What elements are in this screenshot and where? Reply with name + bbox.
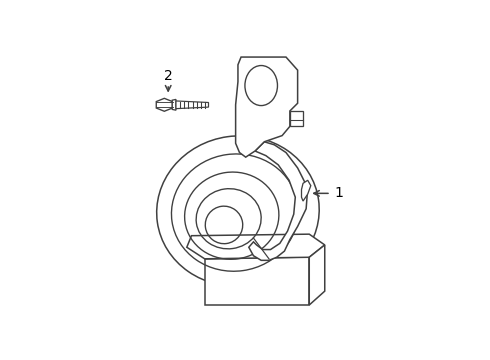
Polygon shape [236,57,297,157]
Polygon shape [176,101,209,109]
Polygon shape [172,99,176,110]
Ellipse shape [245,66,277,105]
Text: 1: 1 [334,186,343,201]
Polygon shape [249,142,308,260]
Polygon shape [290,111,303,126]
Ellipse shape [157,136,319,286]
Polygon shape [205,257,309,305]
Text: 2: 2 [164,68,172,82]
Polygon shape [156,98,172,111]
Polygon shape [301,180,311,201]
Polygon shape [309,245,325,305]
Polygon shape [187,234,325,259]
